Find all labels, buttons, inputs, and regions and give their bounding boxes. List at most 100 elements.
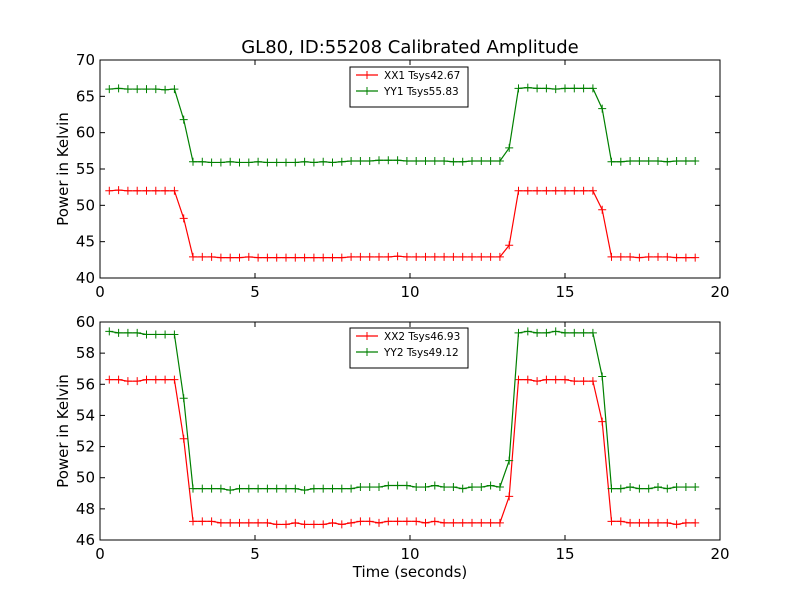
data-point [216, 253, 225, 262]
data-point [189, 517, 197, 526]
legend-entry-label: YY2 Tsys49.12 [383, 347, 459, 359]
data-point [319, 520, 328, 529]
data-point [179, 115, 188, 124]
data-point [421, 483, 430, 492]
data-point [672, 157, 681, 166]
data-point [533, 377, 542, 386]
data-point [458, 518, 467, 527]
data-point [663, 252, 672, 261]
data-point [207, 158, 216, 167]
data-point [588, 328, 597, 337]
data-point [356, 157, 365, 166]
data-point [105, 85, 114, 94]
data-point [272, 520, 281, 529]
data-point [170, 186, 179, 195]
data-point [495, 157, 504, 166]
data-point [319, 157, 328, 166]
data-point [412, 157, 421, 166]
data-point [458, 484, 467, 493]
y-axis-label: Power in Kelvin [54, 112, 72, 226]
series-line-yy2 [109, 330, 696, 491]
x-tick-label: 0 [95, 283, 105, 301]
data-point [142, 375, 151, 384]
y-axis-label: Power in Kelvin [54, 374, 72, 488]
data-point [644, 484, 653, 493]
data-point [244, 518, 253, 527]
x-tick-label: 15 [555, 545, 574, 563]
data-point [523, 375, 532, 384]
data-point [309, 520, 318, 529]
data-point [263, 518, 272, 527]
data-point [216, 484, 225, 493]
data-point [189, 157, 197, 166]
data-point [235, 484, 244, 493]
data-point [151, 186, 160, 195]
data-point [142, 330, 151, 339]
data-point [505, 492, 514, 501]
data-point [347, 484, 356, 493]
data-point [681, 253, 690, 262]
data-point [635, 484, 644, 493]
data-point [626, 518, 635, 527]
data-point [672, 520, 681, 529]
data-point [691, 518, 700, 527]
data-point [514, 84, 523, 93]
y-tick-label: 60 [76, 313, 95, 331]
legend-marker [363, 332, 371, 340]
legend-box [349, 327, 469, 369]
data-point [430, 252, 439, 261]
data-point [672, 483, 681, 492]
data-point [598, 417, 607, 426]
y-tick-label: 56 [76, 375, 95, 393]
data-point [644, 157, 653, 166]
data-point [616, 157, 625, 166]
data-point [607, 517, 616, 526]
data-point [533, 328, 542, 337]
data-point [468, 518, 476, 527]
data-point [495, 483, 504, 492]
data-point [551, 375, 560, 384]
data-point [365, 483, 374, 492]
series-line-xx2 [109, 379, 696, 526]
data-point [347, 157, 356, 166]
data-point [384, 481, 393, 490]
data-point [626, 157, 635, 166]
data-point [449, 518, 458, 527]
data-point [486, 157, 495, 166]
data-point [588, 186, 597, 195]
data-point [384, 156, 393, 165]
y-tick-label: 50 [76, 469, 95, 487]
data-point [244, 252, 253, 261]
data-point [170, 330, 179, 339]
data-point [523, 186, 532, 195]
data-point [161, 186, 170, 195]
data-point [356, 252, 365, 261]
x-tick-label: 15 [555, 283, 574, 301]
data-point [440, 252, 449, 261]
data-point [561, 84, 569, 93]
data-point [105, 375, 114, 384]
data-point [356, 483, 365, 492]
data-point [477, 518, 486, 527]
data-point [505, 456, 514, 465]
data-point [347, 518, 356, 527]
data-point [570, 377, 579, 386]
data-point [458, 252, 467, 261]
data-point [635, 157, 644, 166]
data-point [561, 186, 569, 195]
data-point [282, 253, 290, 262]
data-point [319, 484, 328, 493]
data-point [495, 518, 504, 527]
data-point [161, 85, 170, 94]
data-point [263, 158, 272, 167]
data-point [244, 158, 253, 167]
data-point [449, 483, 458, 492]
data-point [309, 484, 318, 493]
data-point [393, 517, 402, 526]
data-point [226, 486, 235, 495]
data-point [393, 156, 402, 165]
y-tick-label: 60 [76, 124, 95, 142]
x-tick-label: 20 [710, 545, 729, 563]
data-point [151, 330, 160, 339]
